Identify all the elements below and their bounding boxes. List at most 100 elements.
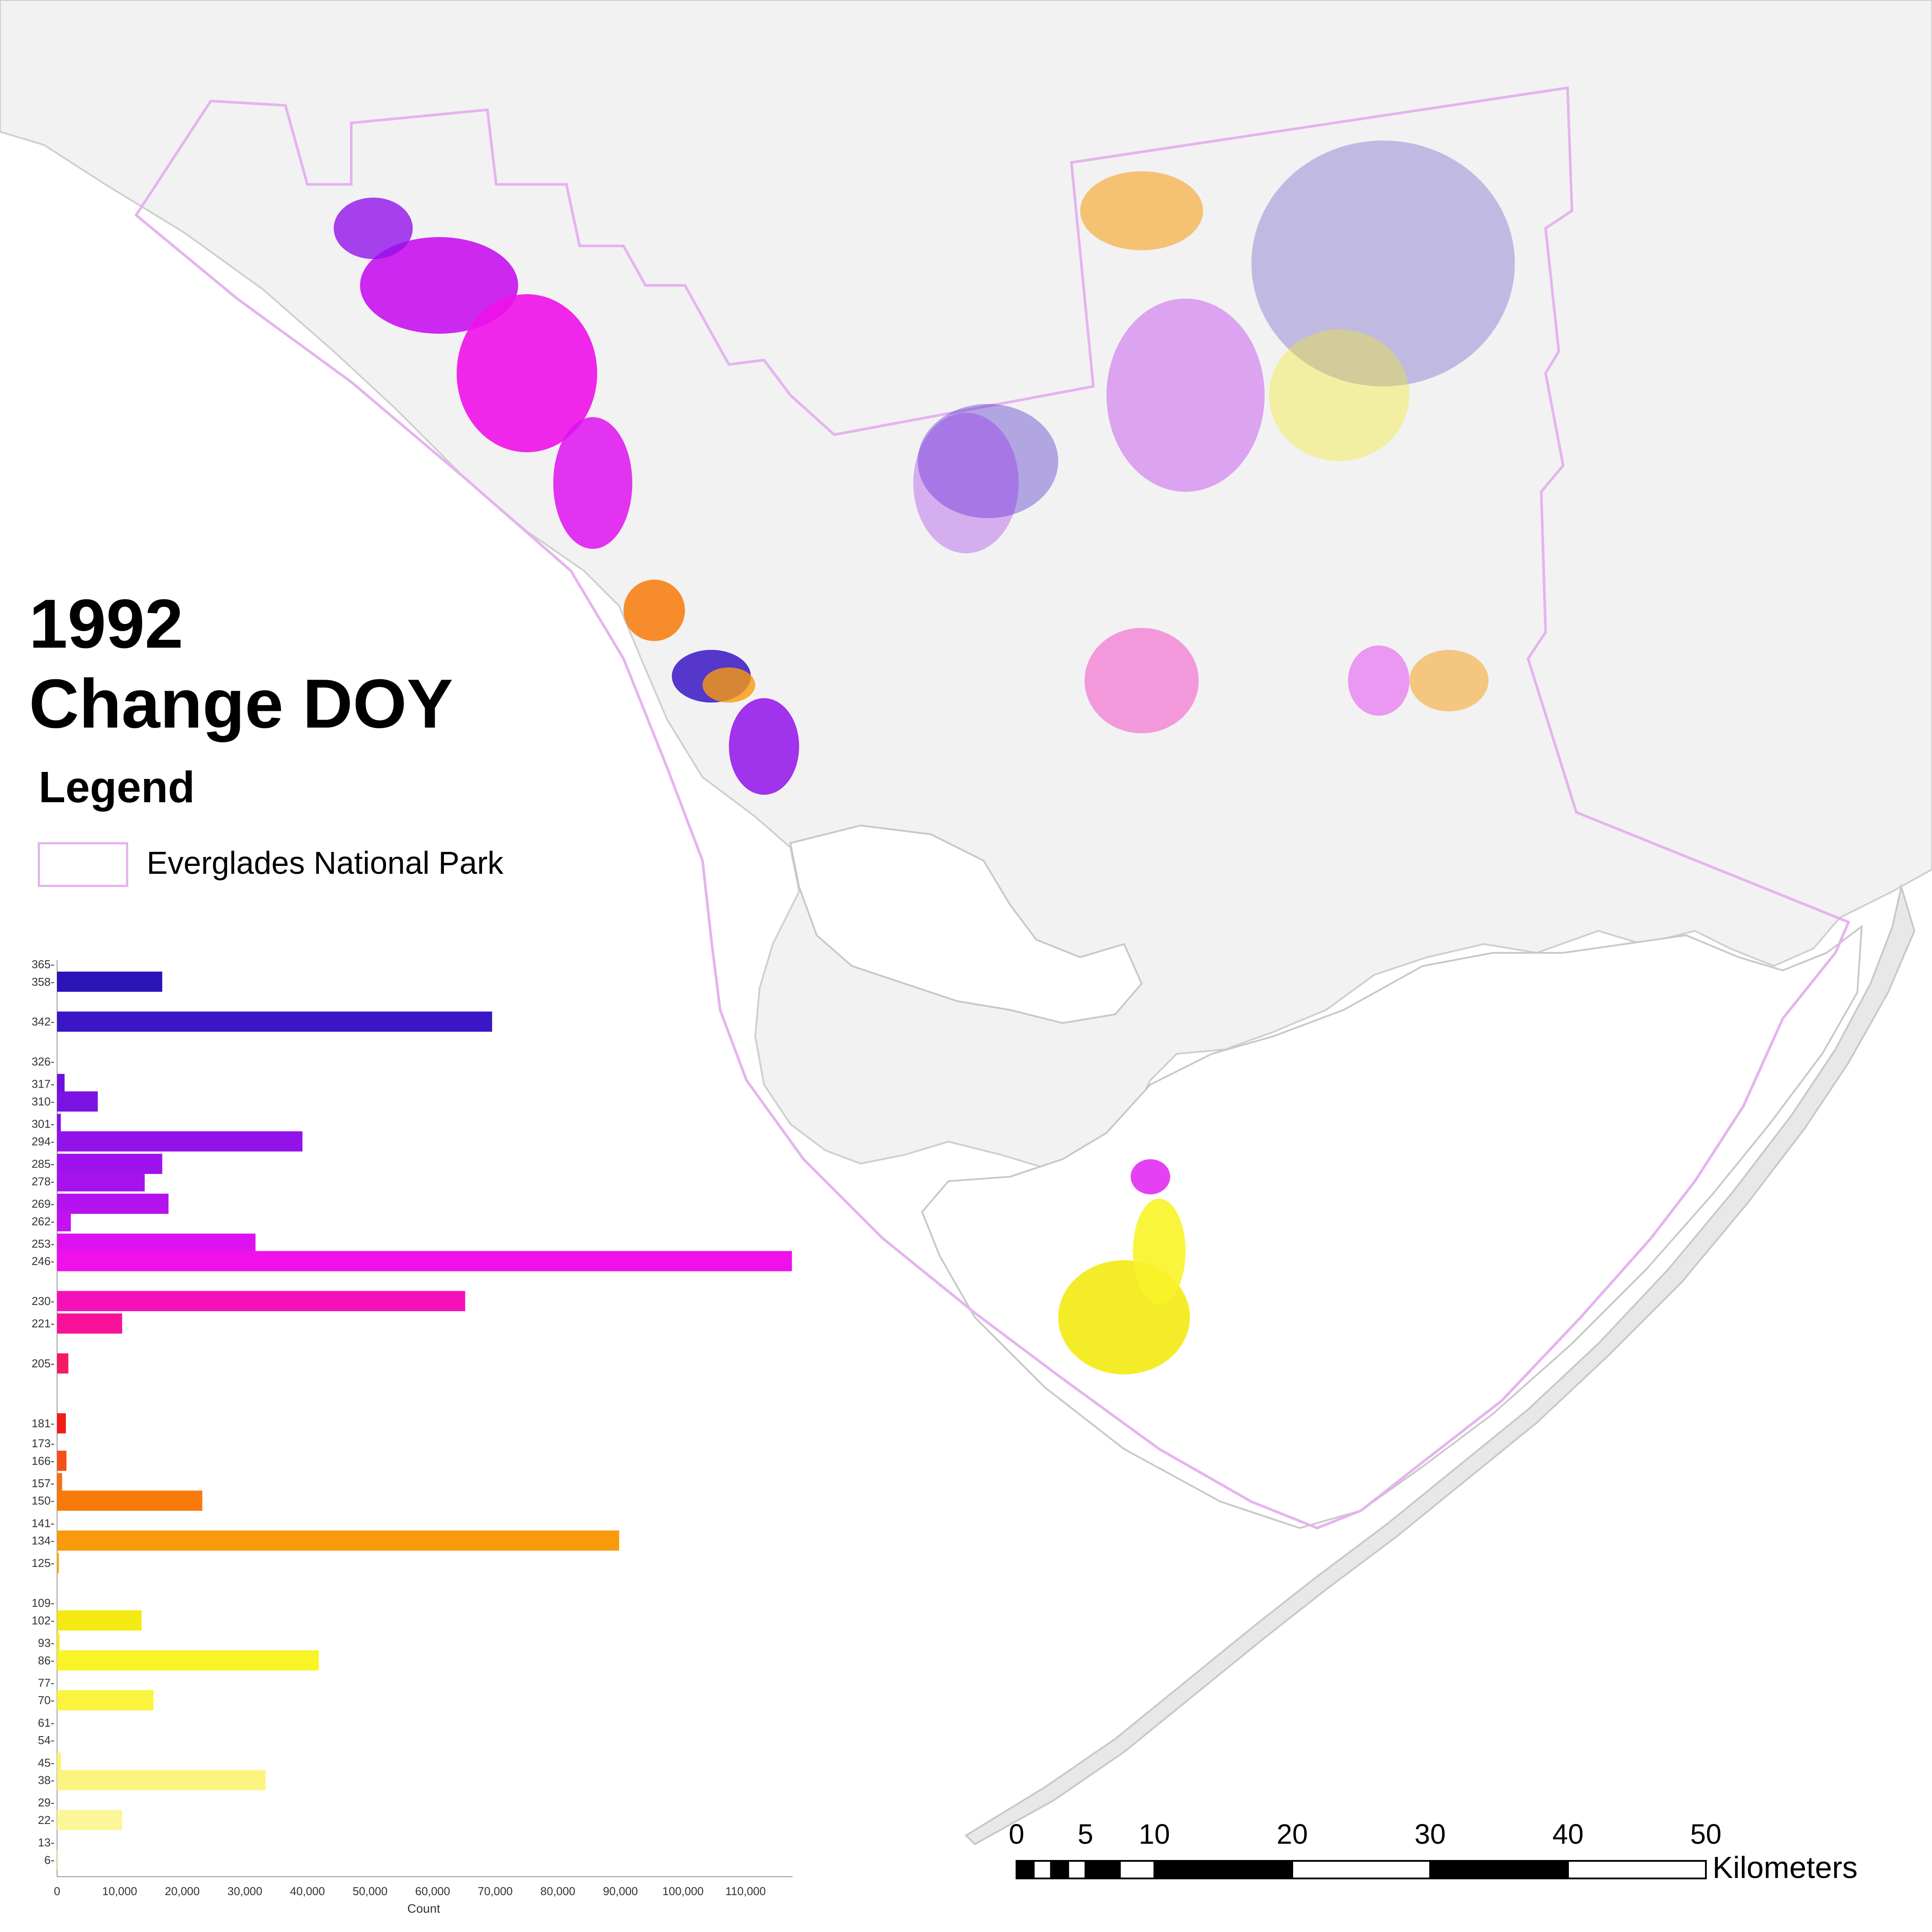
- park-boundary: [134, 86, 1850, 1530]
- y-tick-label: 205-: [32, 1357, 54, 1370]
- x-axis-title: Count: [407, 1902, 440, 1915]
- x-tick-label: 110,000: [725, 1885, 766, 1898]
- y-tick-label: 150-: [32, 1494, 54, 1507]
- y-tick-label: 102-: [32, 1614, 54, 1627]
- y-tick-label: 134-: [32, 1534, 54, 1547]
- y-tick-label: 301-: [32, 1117, 54, 1131]
- histogram-bar: [57, 1809, 123, 1830]
- x-tick-label: 40,000: [290, 1885, 325, 1898]
- histogram-bar: [57, 1291, 465, 1312]
- x-tick-label: 70,000: [478, 1885, 513, 1898]
- x-tick-label: 80,000: [541, 1885, 576, 1898]
- y-tick-label: 230-: [32, 1294, 54, 1308]
- x-tick-label: 10,000: [102, 1885, 137, 1898]
- y-tick-label: 173-: [32, 1437, 54, 1450]
- x-tick-label: 30,000: [227, 1885, 263, 1898]
- y-tick-label: 317-: [32, 1078, 54, 1091]
- map-title-year: 1992: [29, 585, 184, 663]
- y-tick-label: 310-: [32, 1095, 54, 1108]
- histogram-bar: [57, 1633, 60, 1653]
- y-tick-label: 157-: [32, 1477, 54, 1490]
- histogram-bar: [57, 1413, 66, 1434]
- y-tick-label: 86-: [38, 1654, 54, 1667]
- y-tick-label: 141-: [32, 1517, 54, 1530]
- y-tick-label: 278-: [32, 1175, 54, 1188]
- histogram-bar: [57, 1114, 61, 1134]
- histogram-bar: [57, 1313, 123, 1334]
- scale-segment: [1085, 1860, 1121, 1879]
- legend-heading: Legend: [39, 763, 195, 812]
- histogram-bar: [57, 1690, 154, 1711]
- whitewater-bay: [789, 824, 1143, 1024]
- y-tick-label: 93-: [38, 1636, 54, 1650]
- scale-tick-label: 10: [1139, 1818, 1170, 1850]
- histogram-bar: [57, 1610, 142, 1631]
- y-tick-label: 61-: [38, 1716, 54, 1729]
- y-tick-label: 22-: [38, 1813, 54, 1827]
- scale-segment: [1429, 1860, 1569, 1879]
- scale-segment: [1119, 1860, 1155, 1879]
- y-tick-label: 294-: [32, 1135, 54, 1148]
- histogram-bar: [57, 1353, 68, 1374]
- histogram-bar: [57, 971, 162, 992]
- histogram-bar: [57, 1074, 65, 1094]
- scale-tick-label: 50: [1690, 1818, 1722, 1850]
- histogram-bar: [57, 1450, 67, 1471]
- y-tick-label: 262-: [32, 1215, 54, 1228]
- scale-segment: [1153, 1860, 1293, 1879]
- legend-label-park: Everglades National Park: [147, 846, 504, 881]
- y-tick-label: 70-: [38, 1694, 54, 1707]
- histogram-bar: [57, 1473, 62, 1493]
- x-tick-label: 60,000: [415, 1885, 451, 1898]
- y-tick-label: 54-: [38, 1734, 54, 1747]
- histogram-bar: [57, 1490, 202, 1511]
- histogram-bar: [57, 1211, 71, 1232]
- y-tick-label: 326-: [32, 1055, 54, 1068]
- y-tick-label: 221-: [32, 1317, 54, 1330]
- histogram-bar: [57, 1011, 492, 1032]
- y-tick-label: 342-: [32, 1015, 54, 1028]
- y-tick-label: 77-: [38, 1676, 54, 1689]
- scale-segment: [1016, 1860, 1035, 1879]
- y-tick-label: 246-: [32, 1254, 54, 1268]
- map-title: 1992 Change DOY: [29, 584, 453, 744]
- scale-tick-label: 5: [1078, 1818, 1093, 1850]
- histogram-bar: [57, 1233, 256, 1254]
- scale-segment: [1033, 1860, 1052, 1879]
- scale-tick-label: 0: [1009, 1818, 1024, 1850]
- y-tick-label: 181-: [32, 1417, 54, 1430]
- histogram-bar: [57, 1849, 58, 1870]
- y-tick-label: 125-: [32, 1557, 54, 1570]
- y-tick-label: 13-: [38, 1836, 54, 1849]
- x-tick-label: 20,000: [165, 1885, 200, 1898]
- histogram-bar: [57, 1091, 98, 1112]
- scale-unit: Kilometers: [1712, 1850, 1858, 1885]
- histogram-bar: [57, 1193, 169, 1214]
- x-tick-label: 100,000: [663, 1885, 704, 1898]
- histogram-bar: [57, 1131, 303, 1152]
- scale-segment: [1067, 1860, 1086, 1879]
- histogram-bar: [57, 1770, 266, 1791]
- scale-tick-label: 30: [1414, 1818, 1446, 1850]
- x-tick-label: 0: [54, 1885, 60, 1898]
- scale-segment: [1291, 1860, 1431, 1879]
- y-tick-label: 6-: [44, 1853, 54, 1867]
- change-doy-raster: [334, 141, 1515, 1374]
- histogram-bar: [57, 1171, 145, 1192]
- y-tick-label: 269-: [32, 1197, 54, 1210]
- x-tick-label: 50,000: [353, 1885, 388, 1898]
- florida-bay: [921, 924, 1863, 1529]
- y-tick-label: 38-: [38, 1773, 54, 1787]
- x-tick-label: 90,000: [603, 1885, 638, 1898]
- y-tick-label: 253-: [32, 1237, 54, 1250]
- y-tick-label: 285-: [32, 1157, 54, 1171]
- histogram-bar: [57, 1553, 59, 1573]
- map-title-subject: Change DOY: [29, 665, 453, 743]
- scale-segment: [1567, 1860, 1707, 1879]
- histogram-bar: [57, 1251, 792, 1272]
- histogram-bar: [57, 1530, 620, 1551]
- scale-segment: [1050, 1860, 1069, 1879]
